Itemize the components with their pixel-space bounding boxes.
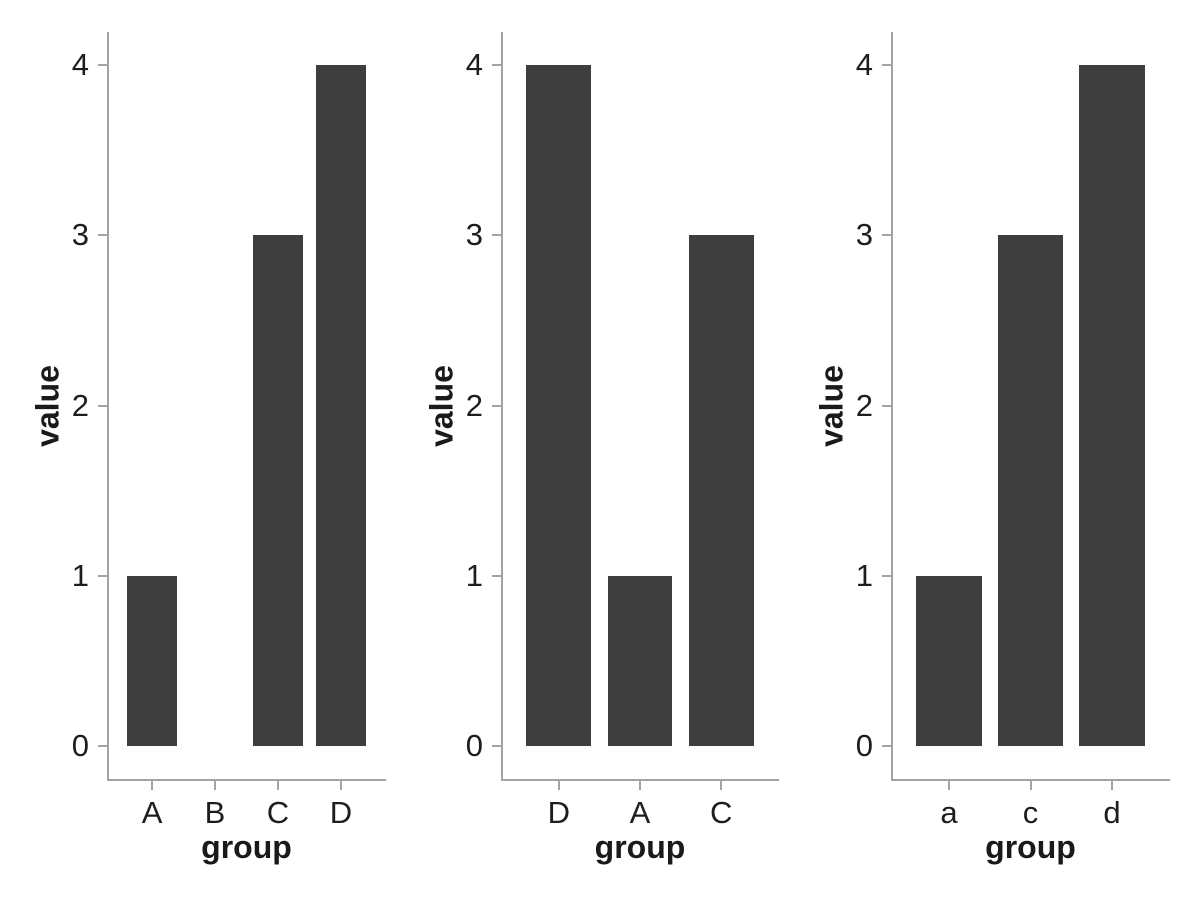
- y-tick-mark: [882, 64, 891, 66]
- y-tick-mark: [882, 404, 891, 407]
- y-tick-label: 2: [855, 387, 873, 423]
- y-tick-mark: [882, 234, 891, 237]
- y-tick-mark: [98, 64, 107, 66]
- y-axis-title: value: [813, 364, 850, 447]
- bar-a: [916, 575, 982, 746]
- x-tick-mark: [1110, 781, 1113, 790]
- y-tick-mark: [98, 745, 107, 747]
- y-axis-line: [891, 32, 893, 781]
- x-tick-mark: [639, 781, 641, 790]
- x-tick-label: c: [1022, 795, 1039, 830]
- x-tick-mark: [948, 781, 951, 790]
- x-tick-mark: [214, 781, 217, 790]
- y-tick-label: 0: [71, 728, 89, 763]
- x-tick-mark: [557, 781, 560, 790]
- y-tick-label: 4: [465, 47, 483, 82]
- x-axis-title: group: [985, 829, 1076, 865]
- x-tick-mark: [339, 781, 342, 790]
- y-tick-label: 0: [855, 728, 873, 763]
- x-axis-line: [107, 779, 386, 781]
- x-tick-label: D: [547, 795, 570, 830]
- x-axis-line: [501, 779, 779, 781]
- x-tick-mark: [1029, 781, 1032, 790]
- y-tick-label: 0: [465, 728, 483, 763]
- y-tick-label: 4: [855, 47, 873, 82]
- y-tick-mark: [492, 574, 501, 577]
- y-tick-label: 1: [855, 557, 873, 593]
- x-tick-label: A: [629, 795, 651, 830]
- x-tick-label: d: [1103, 795, 1121, 830]
- bar-A: [126, 575, 178, 746]
- x-tick-label: C: [266, 795, 290, 830]
- x-tick-label: a: [940, 795, 958, 830]
- x-tick-label: C: [709, 795, 733, 830]
- bar-d: [1079, 65, 1145, 746]
- y-tick-mark: [98, 234, 107, 237]
- bar-D: [315, 65, 367, 746]
- y-tick-label: 2: [71, 387, 89, 423]
- x-tick-mark: [720, 781, 723, 790]
- y-tick-label: 1: [71, 557, 89, 593]
- x-tick-mark: [276, 781, 279, 790]
- y-axis-line: [501, 32, 503, 781]
- x-tick-label: A: [141, 795, 163, 830]
- x-tick-mark: [151, 781, 154, 790]
- y-axis-line: [107, 32, 109, 781]
- x-axis-title: group: [201, 829, 292, 865]
- y-tick-mark: [882, 574, 891, 577]
- y-tick-label: 4: [71, 47, 89, 82]
- y-axis-title: value: [423, 364, 460, 447]
- y-tick-mark: [492, 234, 501, 237]
- bar-c: [997, 235, 1064, 746]
- y-tick-mark: [882, 745, 891, 747]
- y-tick-label: 3: [465, 217, 483, 253]
- y-tick-mark: [492, 745, 501, 747]
- y-tick-mark: [492, 404, 501, 407]
- x-axis-line: [891, 779, 1170, 781]
- y-axis-title: value: [29, 364, 66, 447]
- bar-C: [688, 235, 754, 746]
- bar-D: [526, 65, 592, 746]
- y-tick-label: 3: [855, 217, 873, 253]
- x-axis-title: group: [594, 829, 686, 865]
- x-tick-label: B: [204, 795, 226, 830]
- y-tick-label: 2: [465, 387, 483, 423]
- bar-C: [252, 235, 304, 746]
- bar-A: [607, 575, 673, 746]
- y-tick-mark: [98, 404, 107, 407]
- y-tick-mark: [98, 574, 107, 577]
- y-tick-mark: [492, 64, 501, 66]
- y-tick-label: 3: [71, 217, 89, 253]
- y-tick-label: 1: [465, 557, 483, 593]
- x-tick-label: D: [329, 795, 353, 830]
